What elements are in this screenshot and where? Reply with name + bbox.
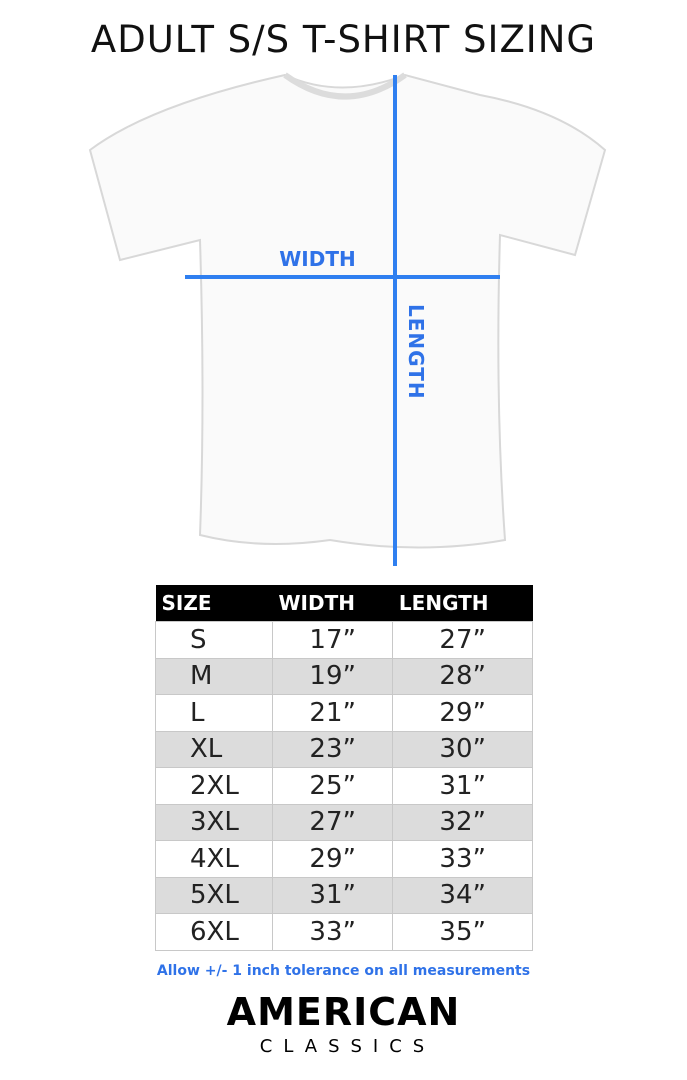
header-size: SIZE [155,585,273,622]
length-cell: 32” [392,803,533,841]
length-label: LENGTH [404,304,428,400]
table-row: 5XL 31” 34” [155,876,533,914]
table-row: 3XL 27” 32” [155,803,533,841]
tshirt-image [88,73,607,549]
width-cell: 19” [271,657,394,695]
length-cell: 33” [392,840,533,878]
length-cell: 34” [392,876,533,914]
size-cell: 6XL [155,913,273,951]
length-cell: 31” [392,767,533,805]
table-row: 6XL 33” 35” [155,913,533,951]
header-length: LENGTH [392,585,533,622]
size-cell: 2XL [155,767,273,805]
table-header: SIZE WIDTH LENGTH [155,585,533,622]
length-cell: 29” [392,694,533,732]
width-cell: 33” [271,913,394,951]
width-cell: 29” [271,840,394,878]
table-row: L 21” 29” [155,694,533,732]
width-cell: 25” [271,767,394,805]
table-row: S 17” 27” [155,621,533,659]
width-cell: 23” [271,730,394,768]
tshirt-collar [283,72,407,100]
width-cell: 21” [271,694,394,732]
size-table: SIZE WIDTH LENGTH S 17” 27” M 19” 28” L 21” 29” X… [155,585,533,951]
table-row: M 19” 28” [155,657,533,695]
size-cell: M [155,657,273,695]
width-cell: 27” [271,803,394,841]
size-cell: L [155,694,273,732]
width-label: WIDTH [279,247,356,271]
header-width: WIDTH [272,585,393,622]
size-cell: 4XL [155,840,273,878]
width-cell: 31” [271,876,394,914]
width-cell: 17” [271,621,394,659]
length-cell: 27” [392,621,533,659]
page-title: ADULT S/S T-SHIRT SIZING [90,18,597,61]
length-cell: 28” [392,657,533,695]
table-row: 2XL 25” 31” [155,767,533,805]
size-cell: 3XL [155,803,273,841]
table-row: 4XL 29” 33” [155,840,533,878]
length-cell: 35” [392,913,533,951]
logo-line2: CLASSICS [259,1036,436,1057]
logo-line1: AMERICAN [226,990,461,1034]
tshirt-diagram [88,72,607,566]
size-cell: XL [155,730,273,768]
size-cell: S [155,621,273,659]
size-cell: 5XL [155,876,273,914]
table-row: XL 23” 30” [155,730,533,768]
tolerance-note: Allow +/- 1 inch tolerance on all measur… [156,963,531,979]
length-cell: 30” [392,730,533,768]
